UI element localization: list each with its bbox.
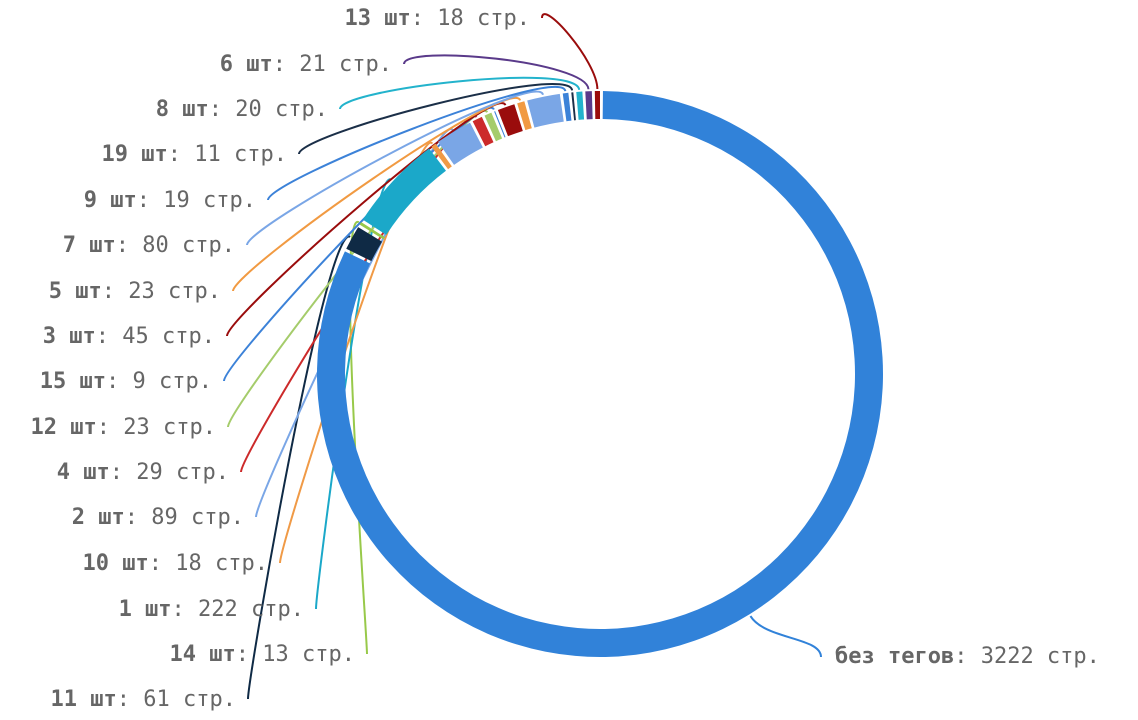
label-value: : 18 стр. [411,6,530,31]
label-value: : 61 стр. [117,687,236,712]
label-15-шт: 15 шт: 9 стр. [40,369,212,394]
label-name: 19 шт [102,142,168,167]
label-name: 15 шт [40,369,106,394]
label-value: : 222 стр. [172,597,304,622]
label-14-шт: 14 шт: 13 стр. [170,642,355,667]
slice-5-шт[interactable] [517,101,532,131]
donut-slices [317,91,884,657]
slice-11-шт[interactable] [346,227,383,262]
label-11-шт: 11 шт: 61 стр. [51,687,236,712]
slice-12-шт[interactable] [484,112,503,142]
label-без-тегов: без тегов: 3222 стр. [835,644,1100,669]
label-name: 3 шт [43,324,96,349]
leader-9-шт [267,85,567,201]
slice-19-шт[interactable] [571,92,576,121]
leader-13-шт [541,13,599,90]
label-value: : 29 стр. [110,460,229,485]
slice-4-шт[interactable] [472,116,494,147]
leader-без-тегов [749,615,822,658]
label-value: : 89 стр. [125,505,244,530]
slice-9-шт[interactable] [562,92,572,122]
label-name: 5 шт [49,279,102,304]
label-name: 4 шт [57,460,110,485]
label-name: 6 шт [220,52,273,77]
label-value: : 13 стр. [236,642,355,667]
label-name: 14 шт [170,642,236,667]
slice-3-шт[interactable] [497,104,523,137]
label-3-шт: 3 шт: 45 стр. [43,324,215,349]
label-value: : 9 стр. [106,369,212,394]
slice-labels: без тегов: 3222 стр. 11 шт: 61 стр. 14 шт:… [31,6,1100,712]
label-1-шт: 1 шт: 222 стр. [119,597,304,622]
label-name: без тегов [835,644,954,669]
label-name: 9 шт [84,188,137,213]
label-name: 1 шт [119,597,172,622]
label-6-шт: 6 шт: 21 стр. [220,52,392,77]
label-value: : 23 стр. [97,415,216,440]
label-name: 7 шт [63,233,116,258]
label-name: 11 шт [51,687,117,712]
leader-11-шт [247,235,352,700]
slice-6-шт[interactable] [585,91,593,120]
slice-14-шт[interactable] [359,222,385,240]
label-value: : 11 стр. [168,142,287,167]
slice-8-шт[interactable] [576,91,585,120]
label-value: : 21 стр. [273,52,392,77]
label-19-шт: 19 шт: 11 стр. [102,142,287,167]
label-8-шт: 8 шт: 20 стр. [156,97,328,122]
label-value: : 19 стр. [137,188,256,213]
label-value: : 45 стр. [96,324,215,349]
slice-1-шт[interactable] [362,148,446,235]
slice-10-шт[interactable] [431,143,452,170]
slice-7-шт[interactable] [527,93,564,128]
leader-19-шт [298,83,574,155]
label-5-шт: 5 шт: 23 стр. [49,279,221,304]
label-value: : 23 стр. [102,279,221,304]
label-name: 8 шт [156,97,209,122]
label-value: : 20 стр. [209,97,328,122]
leader-7-шт [246,90,544,246]
label-value: : 3222 стр. [954,644,1100,669]
label-name: 12 шт [31,415,97,440]
label-13-шт: 13 шт: 18 стр. [345,6,530,31]
label-10-шт: 10 шт: 18 стр. [83,551,268,576]
label-value: : 80 стр. [116,233,235,258]
label-name: 10 шт [83,551,149,576]
label-9-шт: 9 шт: 19 стр. [84,188,256,213]
label-7-шт: 7 шт: 80 стр. [63,233,235,258]
slice-13-шт[interactable] [594,91,600,120]
slice-15-шт[interactable] [494,111,506,138]
leader-8-шт [339,76,581,110]
label-4-шт: 4 шт: 29 стр. [57,460,229,485]
label-name: 2 шт [72,505,125,530]
label-name: 13 шт [345,6,411,31]
label-value: : 18 стр. [149,551,268,576]
slice-2-шт[interactable] [438,122,483,165]
label-2-шт: 2 шт: 89 стр. [72,505,244,530]
label-12-шт: 12 шт: 23 стр. [31,415,216,440]
leader-6-шт [403,54,590,90]
